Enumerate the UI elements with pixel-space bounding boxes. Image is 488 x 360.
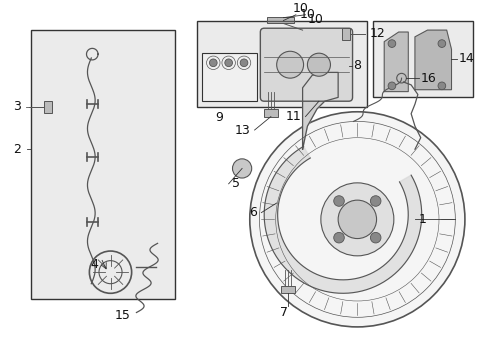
FancyBboxPatch shape (260, 28, 352, 101)
Circle shape (369, 196, 380, 206)
Polygon shape (264, 146, 421, 293)
Text: 13: 13 (235, 123, 250, 136)
Circle shape (387, 40, 395, 48)
Text: 10: 10 (299, 8, 315, 21)
Circle shape (333, 233, 344, 243)
Text: 10: 10 (307, 13, 323, 26)
Text: 11: 11 (285, 110, 301, 123)
Bar (264, 109, 277, 117)
Polygon shape (384, 32, 407, 91)
Text: 15: 15 (115, 309, 131, 322)
Polygon shape (302, 72, 338, 149)
Circle shape (320, 183, 393, 256)
Text: 14: 14 (458, 53, 474, 66)
FancyBboxPatch shape (197, 21, 366, 107)
Text: 4: 4 (90, 258, 98, 271)
FancyBboxPatch shape (202, 53, 257, 101)
FancyBboxPatch shape (372, 21, 471, 97)
FancyBboxPatch shape (266, 17, 293, 23)
FancyBboxPatch shape (31, 30, 175, 299)
Circle shape (224, 59, 232, 67)
Circle shape (437, 40, 445, 48)
Circle shape (232, 159, 251, 178)
Circle shape (240, 59, 247, 67)
Text: 16: 16 (420, 72, 436, 85)
Text: 6: 6 (249, 206, 257, 219)
Text: 9: 9 (215, 111, 223, 124)
Text: 12: 12 (369, 27, 385, 40)
Bar (281, 285, 294, 293)
Circle shape (437, 82, 445, 90)
Circle shape (209, 59, 217, 67)
Circle shape (276, 51, 303, 78)
Bar (44, 101, 52, 113)
Text: 7: 7 (280, 306, 288, 319)
Circle shape (338, 200, 376, 239)
Circle shape (307, 53, 330, 76)
Text: 3: 3 (14, 100, 21, 113)
Circle shape (369, 233, 380, 243)
Text: 10: 10 (292, 2, 308, 15)
Circle shape (333, 196, 344, 206)
Text: 8: 8 (353, 59, 361, 72)
Circle shape (387, 82, 395, 90)
Text: 1: 1 (418, 213, 426, 226)
Polygon shape (414, 30, 450, 90)
Bar (341, 28, 349, 40)
Circle shape (249, 112, 464, 327)
Text: 2: 2 (14, 143, 21, 156)
Text: 5: 5 (232, 177, 240, 190)
